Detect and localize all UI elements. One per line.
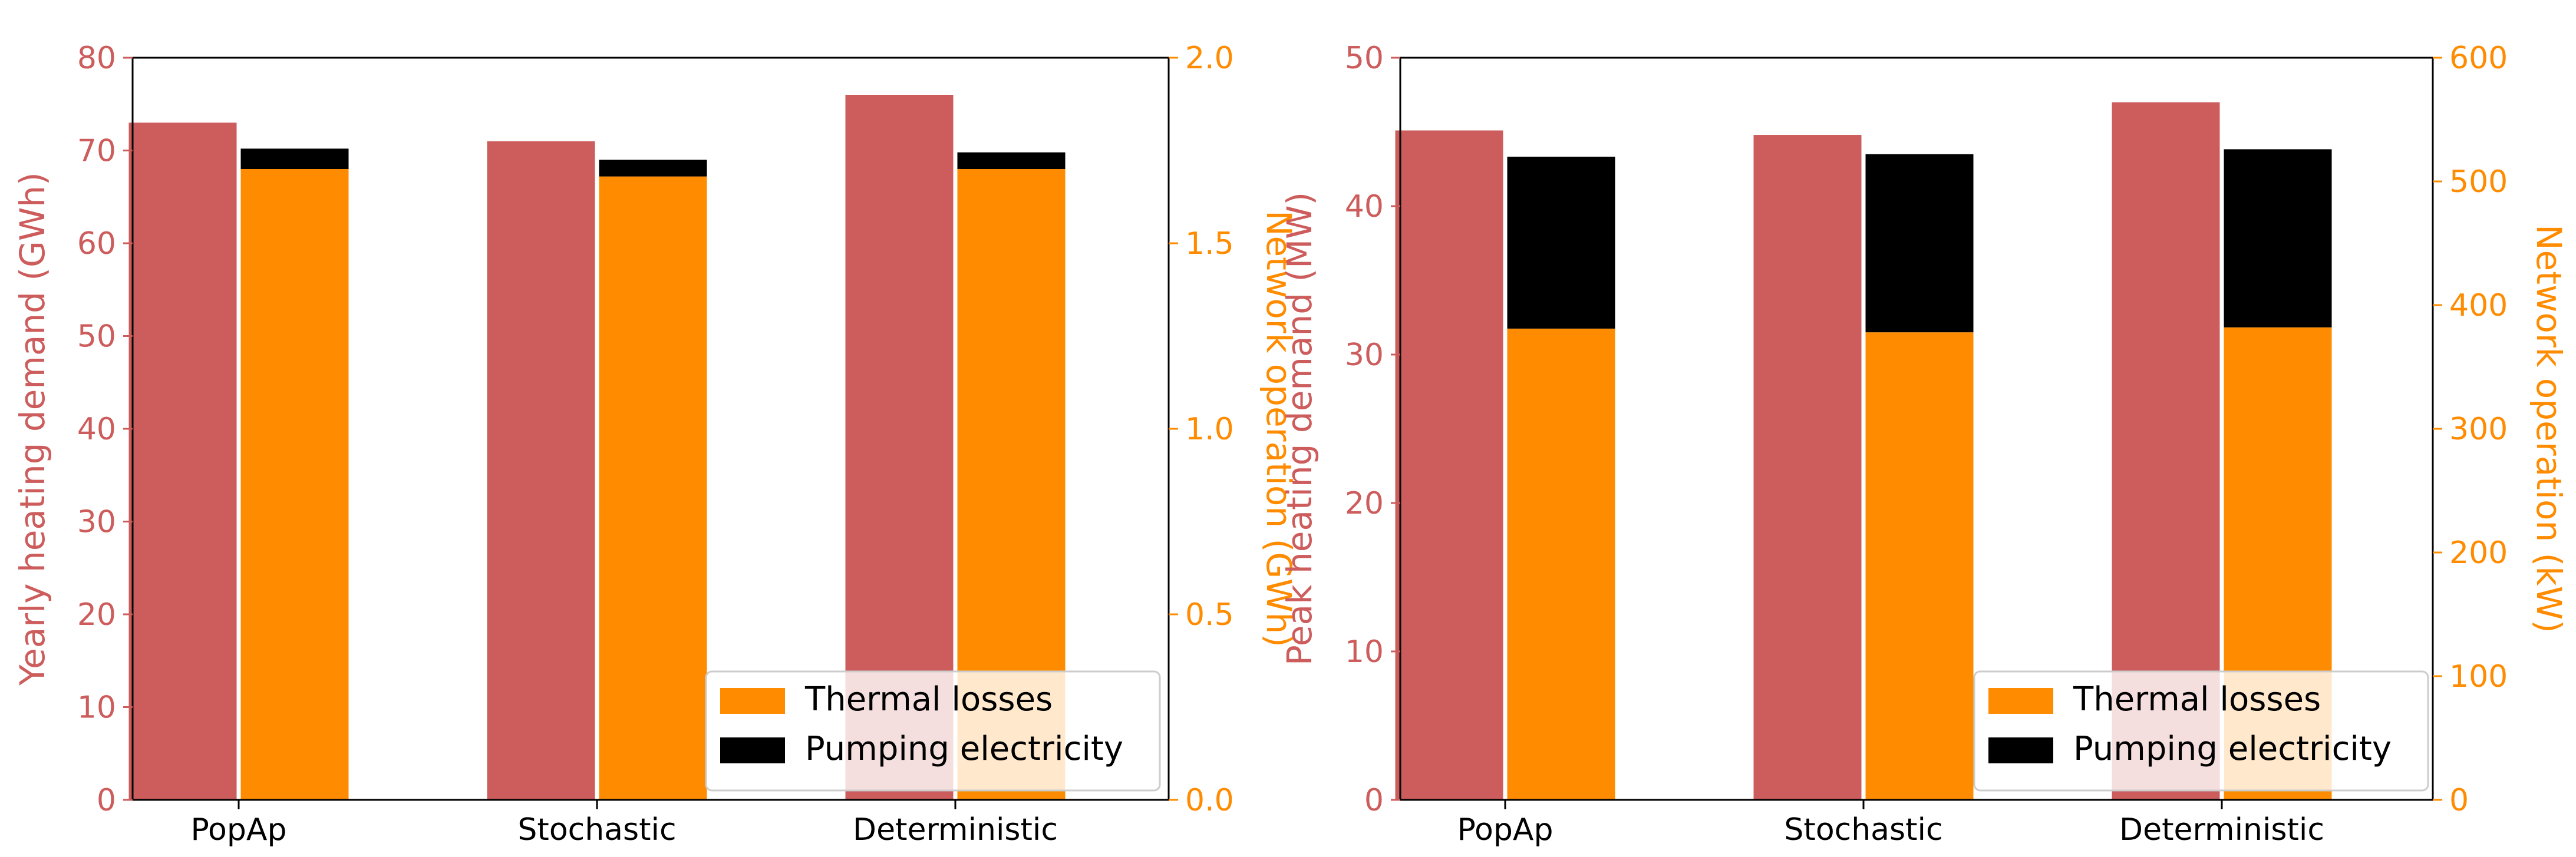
thermal-losses-bar xyxy=(1507,328,1615,800)
x-tick-label: Deterministic xyxy=(2119,812,2324,848)
legend-box xyxy=(1973,670,2429,792)
x-tick-label: PopAp xyxy=(191,812,287,848)
left-y-tick-label: 60 xyxy=(77,226,116,262)
demand-bar xyxy=(1753,135,1862,800)
left-y-tick-label: 20 xyxy=(1345,486,1384,521)
right-y-tick-label: 1.0 xyxy=(1185,412,1234,447)
left-y-tick-label: 40 xyxy=(77,412,116,447)
right-y-tick-label: 200 xyxy=(2449,535,2508,571)
right-y-axis-label: Network operation (GWh) xyxy=(1259,210,1299,647)
demand-bar xyxy=(128,123,237,800)
pumping-electricity-bar xyxy=(1507,157,1615,329)
left-y-tick-label: 10 xyxy=(77,690,116,726)
demand-bar xyxy=(487,141,595,800)
legend-label: Thermal losses xyxy=(2073,680,2321,719)
left-y-tick-label: 20 xyxy=(77,597,116,633)
left-y-tick-label: 30 xyxy=(1345,337,1384,373)
demand-bar xyxy=(1395,130,1503,800)
thermal-losses-bar xyxy=(240,169,349,800)
right-y-tick-label: 0.5 xyxy=(1185,597,1234,633)
thermal-losses-bar xyxy=(599,176,707,800)
pumping-electricity-bar xyxy=(1865,154,1974,333)
pumping-electricity-bar xyxy=(240,148,349,169)
right-y-tick-label: 0.0 xyxy=(1185,783,1234,818)
left-y-tick-label: 0 xyxy=(97,783,116,818)
right-y-tick-label: 100 xyxy=(2449,659,2508,694)
left-y-tick-label: 80 xyxy=(77,41,116,76)
right-y-tick-label: 0 xyxy=(2449,783,2469,818)
legend-swatch xyxy=(1988,688,2053,714)
right-y-tick-label: 500 xyxy=(2449,164,2508,200)
left-y-axis-label: Yearly heating demand (GWh) xyxy=(12,172,52,686)
legend-swatch xyxy=(720,737,785,763)
legend-label: Thermal losses xyxy=(804,680,1053,719)
left-y-tick-label: 30 xyxy=(77,505,116,540)
legend-swatch xyxy=(720,688,785,714)
right-y-tick-label: 600 xyxy=(2449,41,2508,76)
left-y-tick-label: 50 xyxy=(77,319,116,355)
left-y-tick-label: 70 xyxy=(77,134,116,169)
legend-label: Pumping electricity xyxy=(2073,730,2392,768)
pumping-electricity-bar xyxy=(599,160,707,177)
x-tick-label: Stochastic xyxy=(1784,812,1942,848)
legend-box xyxy=(705,670,1161,792)
right-y-tick-label: 300 xyxy=(2449,412,2508,447)
left-y-axis-label: Peak heating demand (MW) xyxy=(1279,192,1320,666)
pumping-electricity-bar xyxy=(957,152,1066,169)
left-y-tick-label: 50 xyxy=(1345,41,1384,76)
left-y-tick-label: 0 xyxy=(1364,783,1384,818)
legend-swatch xyxy=(1988,737,2053,763)
pumping-electricity-bar xyxy=(2224,149,2332,327)
right-y-tick-label: 1.5 xyxy=(1185,226,1234,262)
x-tick-label: PopAp xyxy=(1457,812,1553,848)
right-y-tick-label: 400 xyxy=(2449,288,2508,323)
left-y-tick-label: 10 xyxy=(1345,634,1384,670)
right-y-axis-label: Network operation (kW) xyxy=(2529,224,2569,633)
left-y-tick-label: 40 xyxy=(1345,189,1384,224)
thermal-losses-bar xyxy=(1865,332,1974,800)
legend-label: Pumping electricity xyxy=(805,730,1123,768)
x-tick-label: Stochastic xyxy=(517,812,676,848)
right-y-tick-label: 2.0 xyxy=(1185,41,1234,76)
x-tick-label: Deterministic xyxy=(853,812,1058,848)
